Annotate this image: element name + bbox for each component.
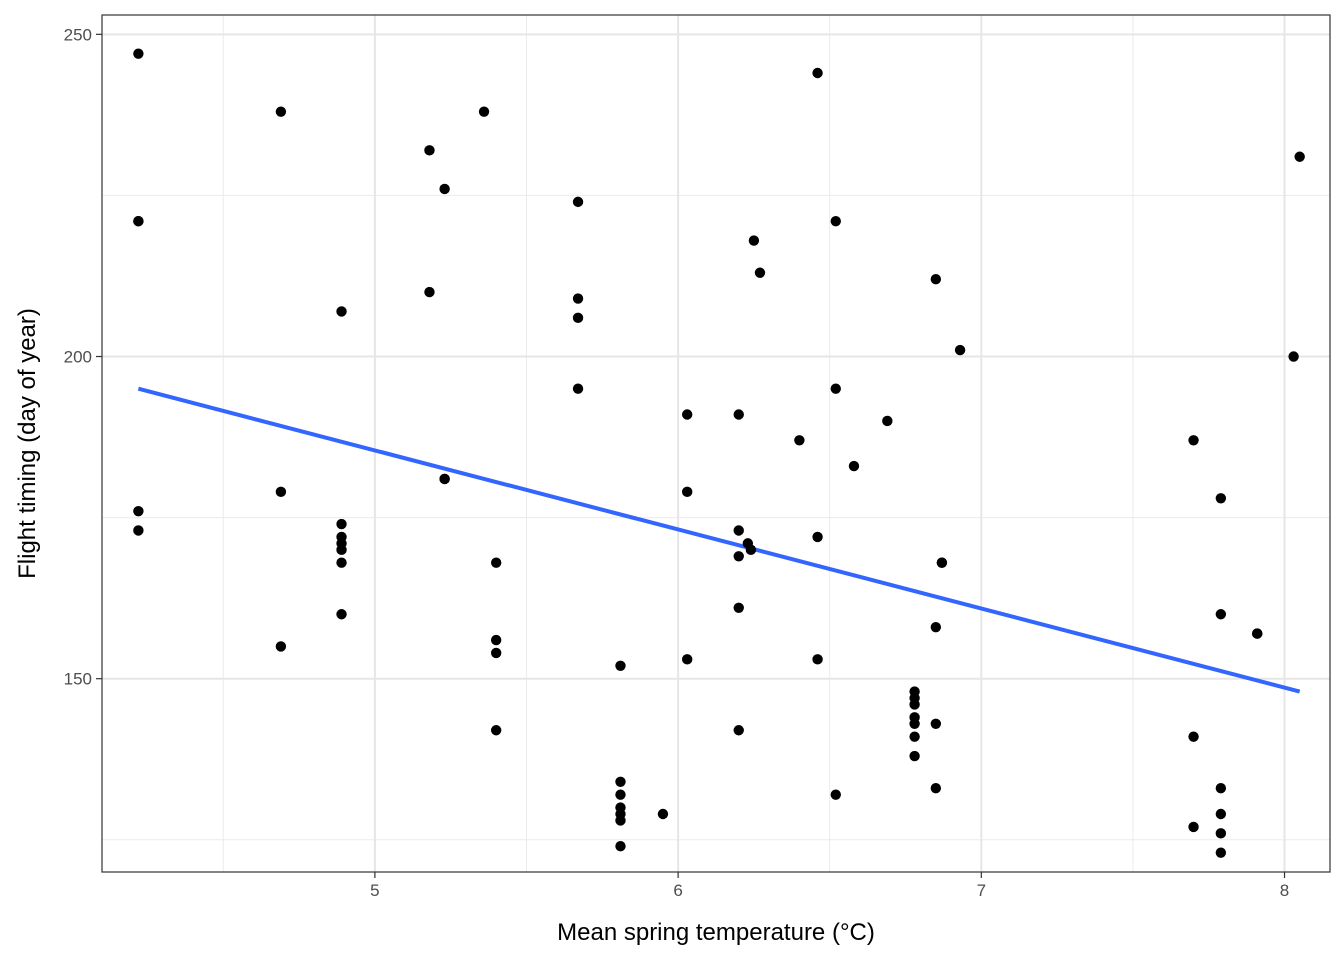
- data-point: [1188, 435, 1199, 446]
- data-point: [1288, 351, 1299, 362]
- data-point: [909, 750, 920, 762]
- data-point: [909, 731, 920, 742]
- data-point: [275, 106, 287, 117]
- data-point: [657, 808, 669, 820]
- data-point: [1215, 828, 1227, 839]
- data-point: [615, 815, 626, 826]
- data-point: [439, 473, 450, 485]
- data-point: [615, 660, 626, 672]
- data-point: [812, 654, 823, 665]
- data-point: [1215, 609, 1227, 620]
- data-point: [133, 505, 144, 517]
- data-point: [954, 344, 966, 356]
- data-point: [830, 215, 841, 227]
- data-point: [490, 557, 502, 568]
- data-point: [1294, 151, 1305, 162]
- data-point: [848, 460, 860, 472]
- data-point: [336, 518, 347, 530]
- trend-line-layer: [137, 386, 1301, 694]
- data-point: [930, 273, 942, 285]
- data-point: [681, 409, 693, 420]
- data-point: [830, 383, 841, 394]
- grid-lines: [102, 15, 1330, 872]
- data-point: [1215, 493, 1227, 504]
- data-point: [1188, 731, 1199, 742]
- data-point: [424, 286, 435, 298]
- data-point: [733, 602, 744, 614]
- data-point: [936, 557, 948, 568]
- x-tick-label: 7: [977, 881, 986, 900]
- data-point: [336, 306, 347, 317]
- data-point: [133, 215, 144, 227]
- x-tick-label: 8: [1280, 881, 1289, 900]
- axis-ticks: 5 6 7 8 150 200 250: [64, 25, 1290, 900]
- data-point: [133, 525, 144, 536]
- data-point: [882, 415, 893, 427]
- data-point: [275, 486, 287, 498]
- data-points: [133, 48, 1305, 858]
- data-point: [930, 783, 942, 794]
- data-point: [572, 383, 584, 394]
- data-point: [909, 718, 920, 729]
- data-point: [1188, 821, 1199, 833]
- data-point: [478, 106, 490, 117]
- y-tick-label: 200: [64, 348, 92, 367]
- x-tick-label: 6: [673, 881, 682, 900]
- data-point: [812, 531, 823, 543]
- data-point: [490, 647, 502, 659]
- data-point: [1215, 783, 1227, 794]
- y-tick-label: 250: [64, 25, 92, 44]
- data-point: [572, 196, 584, 208]
- data-point: [336, 557, 347, 568]
- data-point: [572, 312, 584, 324]
- x-tick-label: 5: [370, 881, 379, 900]
- data-point: [681, 654, 693, 665]
- data-point: [275, 641, 287, 652]
- data-point: [1252, 628, 1263, 639]
- data-point: [909, 699, 920, 710]
- data-point: [733, 525, 744, 536]
- y-tick-label: 150: [64, 670, 92, 689]
- data-point: [930, 621, 942, 633]
- trend-line: [137, 386, 1301, 694]
- data-point: [733, 551, 744, 562]
- data-point: [572, 293, 584, 304]
- data-point: [424, 145, 435, 156]
- data-point: [745, 544, 757, 556]
- data-point: [336, 609, 347, 620]
- y-axis-title: Flight timing (day of year): [14, 308, 41, 579]
- data-point: [930, 718, 942, 729]
- data-point: [733, 725, 744, 736]
- x-axis-title: Mean spring temperature (°C): [557, 919, 875, 946]
- data-point: [133, 48, 144, 59]
- data-point: [1215, 808, 1227, 820]
- data-point: [733, 409, 744, 420]
- data-point: [1215, 847, 1227, 858]
- data-point: [490, 725, 502, 736]
- data-point: [615, 789, 626, 800]
- data-point: [830, 789, 841, 800]
- data-point: [336, 544, 347, 556]
- data-point: [754, 267, 766, 278]
- data-point: [615, 841, 626, 852]
- data-point: [615, 776, 626, 787]
- data-point: [681, 486, 693, 498]
- data-point: [794, 435, 805, 446]
- data-point: [439, 183, 450, 195]
- data-point: [490, 634, 502, 646]
- data-point: [748, 235, 760, 246]
- plot-panel-border: [101, 14, 1331, 873]
- data-point: [812, 67, 823, 79]
